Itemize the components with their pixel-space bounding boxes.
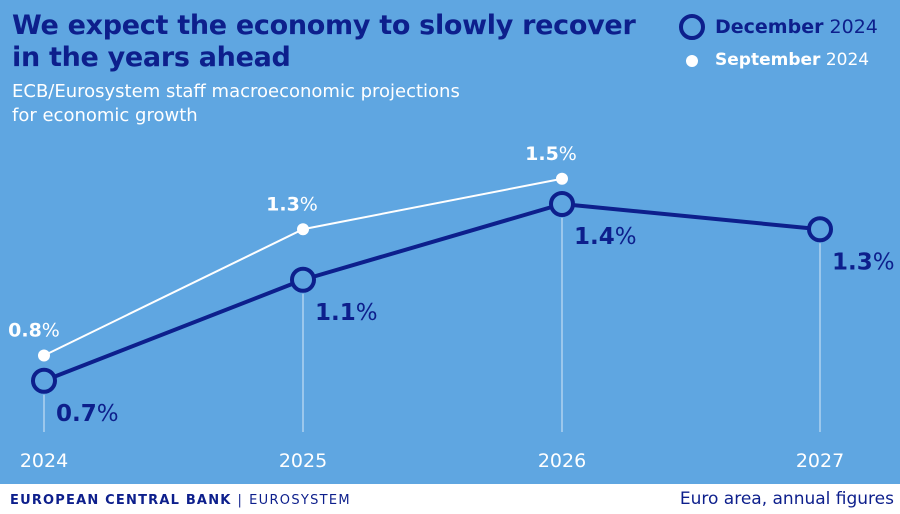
december-point-2025 <box>290 266 316 293</box>
x-tick-2025: 2025 <box>279 450 327 472</box>
december-point-2027 <box>807 216 833 243</box>
line-chart: 0.7%1.1%1.4%1.3%0.8%1.3%1.5% 2024 2025 202… <box>8 14 895 472</box>
x-tick-2026: 2026 <box>538 450 586 472</box>
december-series-line <box>43 202 821 383</box>
chart-panel <box>0 0 900 484</box>
september-label-2025: 1.3% <box>266 193 318 215</box>
september-point-2024 <box>38 349 50 362</box>
december-label-2026: 1.4% <box>574 224 637 250</box>
x-tick-2024: 2024 <box>20 450 68 472</box>
dot-icon <box>686 55 698 67</box>
footer-bar <box>0 484 900 514</box>
legend-september: September 2024 <box>715 50 869 70</box>
december-label-2024: 0.7% <box>56 401 119 427</box>
december-label-2025: 1.1% <box>315 300 378 326</box>
legend-december: December 2024 <box>715 16 878 38</box>
december-point-2024 <box>31 367 57 394</box>
x-tick-2027: 2027 <box>796 450 844 472</box>
september-point-2025 <box>297 223 309 236</box>
hollow-circle-icon <box>679 14 705 40</box>
subtitle-line-1: ECB/Eurosystem staff macroeconomic proje… <box>12 81 460 102</box>
guide-lines <box>43 218 821 432</box>
december-label-2027: 1.3% <box>832 249 895 275</box>
brand-name: EUROPEAN CENTRAL BANK <box>10 493 232 508</box>
subtitle-line-2: for economic growth <box>12 105 198 126</box>
legend-markers <box>679 14 705 67</box>
title-line-1: We expect the economy to slowly recover <box>12 10 636 41</box>
footer-note: Euro area, annual figures <box>679 489 894 509</box>
legend-december-year: 2024 <box>829 16 878 38</box>
data-labels: 0.7% 1.1% 1.4% 1.3% 0.8% 1.3% 1.5% <box>8 143 894 427</box>
brand-system: EUROSYSTEM <box>249 493 351 508</box>
september-point-2026 <box>556 172 568 185</box>
september-label-2026: 1.5% <box>525 143 577 165</box>
x-axis: 2024 2025 2026 2027 <box>20 450 844 472</box>
ecb-logo-text: EUROPEAN CENTRAL BANK | EUROSYSTEM <box>10 493 351 508</box>
series-layer <box>31 172 833 394</box>
legend-september-month: September <box>715 50 821 70</box>
brand-divider: | <box>237 493 244 508</box>
legend-september-year: 2024 <box>825 50 870 70</box>
december-point-2026 <box>549 191 575 217</box>
september-label-2024: 0.8% <box>8 320 60 342</box>
title-line-2: in the years ahead <box>12 42 291 73</box>
legend-december-month: December <box>715 16 824 38</box>
